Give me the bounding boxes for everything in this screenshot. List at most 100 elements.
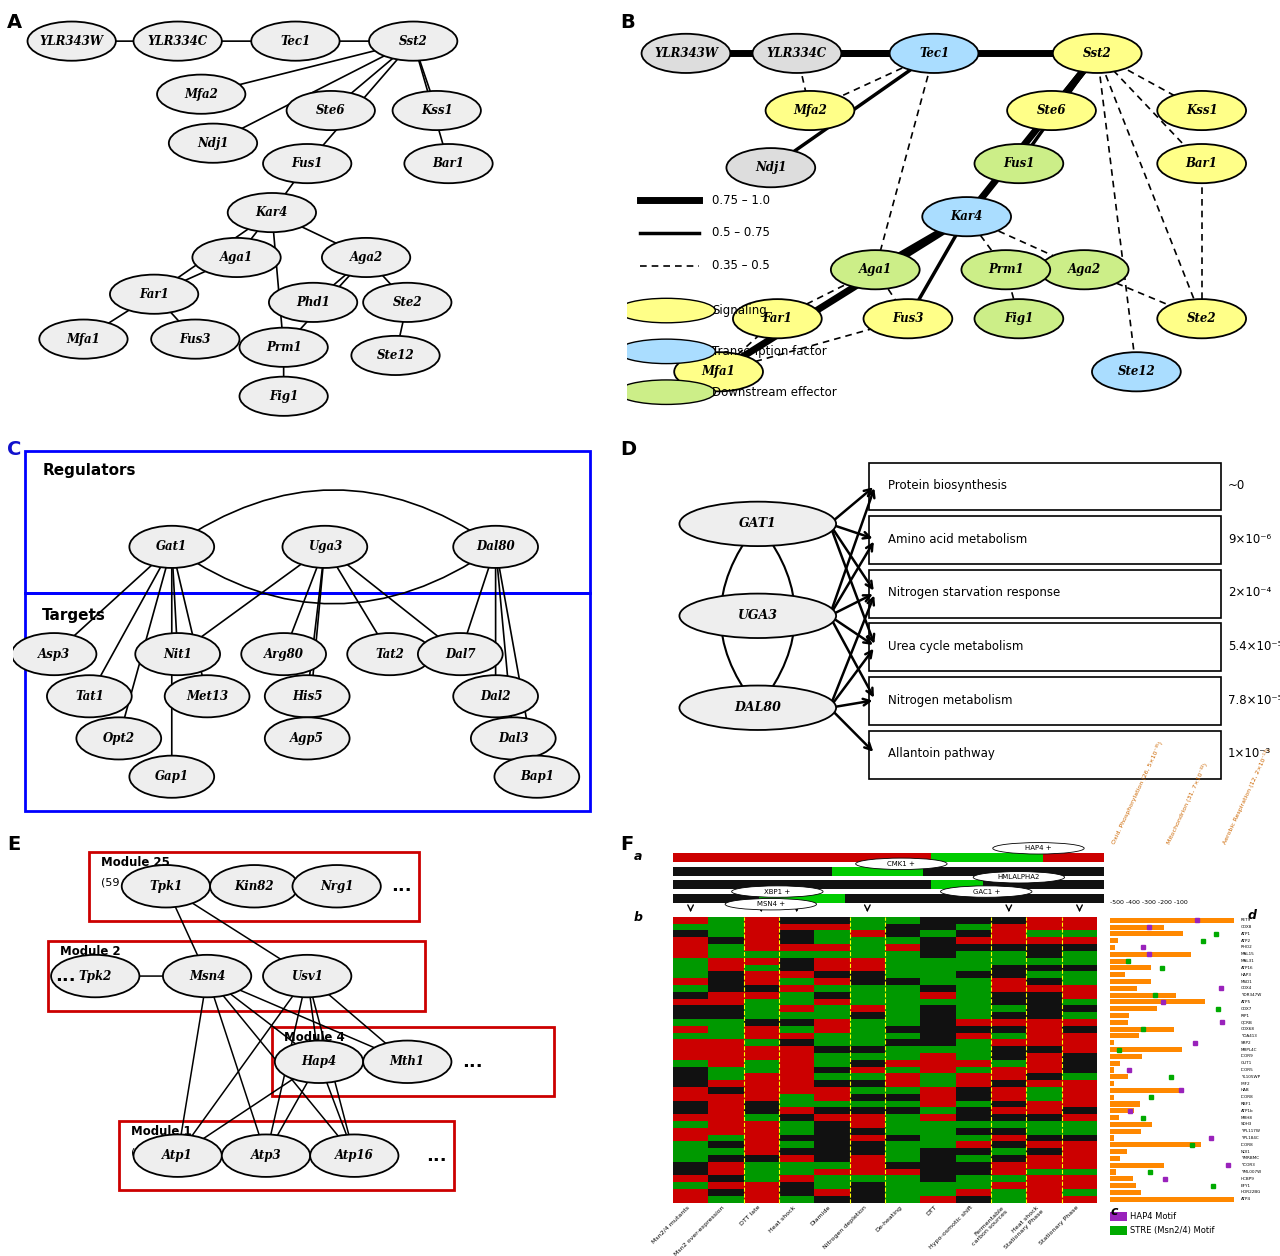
Text: Tat2: Tat2 xyxy=(375,648,404,661)
Bar xyxy=(1027,1019,1062,1026)
Bar xyxy=(956,985,991,992)
Bar xyxy=(780,945,814,951)
Text: Kss1: Kss1 xyxy=(421,104,453,117)
Text: Ste12: Ste12 xyxy=(376,349,415,362)
Bar xyxy=(673,1019,708,1026)
Bar xyxy=(708,1032,744,1039)
Bar xyxy=(744,1005,780,1012)
Bar xyxy=(673,1066,708,1074)
Bar xyxy=(991,1080,1027,1086)
Ellipse shape xyxy=(352,335,440,376)
Bar xyxy=(1027,1168,1062,1176)
Bar xyxy=(920,1142,956,1148)
Ellipse shape xyxy=(133,1134,221,1177)
Text: Tec1: Tec1 xyxy=(919,46,948,60)
Bar xyxy=(1110,918,1234,923)
Text: Uga3: Uga3 xyxy=(307,540,342,554)
Bar xyxy=(991,1066,1027,1074)
Bar xyxy=(1027,1128,1062,1134)
Bar xyxy=(744,992,780,999)
Bar xyxy=(744,1053,780,1060)
Bar xyxy=(1027,1066,1062,1074)
Bar xyxy=(744,1182,780,1189)
Bar xyxy=(1062,1108,1097,1114)
Bar xyxy=(920,1005,956,1012)
Ellipse shape xyxy=(265,676,349,717)
Ellipse shape xyxy=(136,633,220,676)
Bar xyxy=(1027,985,1062,992)
Bar xyxy=(673,1053,708,1060)
Text: HAP3: HAP3 xyxy=(1240,972,1252,977)
Bar xyxy=(814,1182,850,1189)
Bar xyxy=(780,1168,814,1176)
Bar xyxy=(920,1066,956,1074)
Bar xyxy=(956,971,991,978)
Bar xyxy=(1062,1168,1097,1176)
Text: Arg80: Arg80 xyxy=(264,648,303,661)
Bar xyxy=(956,1100,991,1108)
Bar xyxy=(708,965,744,971)
Bar xyxy=(708,1039,744,1046)
Bar xyxy=(1062,957,1097,965)
Text: COX8: COX8 xyxy=(1240,926,1252,929)
Ellipse shape xyxy=(12,633,96,676)
Text: B: B xyxy=(621,13,635,31)
Text: 0.75 – 1.0: 0.75 – 1.0 xyxy=(712,193,771,207)
Text: YCOR3: YCOR3 xyxy=(1240,1163,1254,1167)
Ellipse shape xyxy=(864,299,952,338)
Ellipse shape xyxy=(192,237,280,278)
Bar xyxy=(814,1094,850,1100)
Bar xyxy=(1027,1176,1062,1182)
Ellipse shape xyxy=(855,858,947,869)
Bar xyxy=(991,1156,1027,1162)
Text: ATP16: ATP16 xyxy=(1240,966,1253,970)
Text: MRPL4C: MRPL4C xyxy=(1240,1048,1257,1051)
Bar xyxy=(850,1189,884,1196)
Bar xyxy=(744,1156,780,1162)
Bar xyxy=(991,1176,1027,1182)
Bar xyxy=(850,1086,884,1094)
Bar xyxy=(956,1060,991,1066)
Text: b: b xyxy=(634,911,643,923)
Bar xyxy=(884,1120,920,1128)
Bar xyxy=(1027,1120,1062,1128)
Bar xyxy=(708,1134,744,1142)
Text: RBF1: RBF1 xyxy=(1240,1102,1252,1107)
Bar xyxy=(1027,1012,1062,1019)
Text: YPL184C: YPL184C xyxy=(1240,1135,1258,1140)
Text: Module 4: Module 4 xyxy=(284,1031,344,1044)
Bar xyxy=(850,1128,884,1134)
Ellipse shape xyxy=(310,1134,398,1177)
Ellipse shape xyxy=(1157,144,1245,183)
Text: HMLALPHA2: HMLALPHA2 xyxy=(997,874,1041,880)
Bar xyxy=(673,1032,708,1039)
Bar xyxy=(920,992,956,999)
Text: Ste2: Ste2 xyxy=(393,296,422,309)
Bar xyxy=(1110,1081,1114,1086)
Text: Far1: Far1 xyxy=(140,288,169,300)
Bar xyxy=(1027,957,1062,965)
Bar xyxy=(991,1046,1027,1053)
Bar xyxy=(744,1134,780,1142)
Bar xyxy=(814,1066,850,1074)
Bar xyxy=(884,1108,920,1114)
Bar xyxy=(780,1005,814,1012)
Bar xyxy=(956,978,991,985)
Bar xyxy=(744,1162,780,1168)
Bar xyxy=(780,1086,814,1094)
Text: SRP2: SRP2 xyxy=(1240,1041,1252,1045)
Bar xyxy=(780,951,814,957)
Bar xyxy=(814,965,850,971)
Bar xyxy=(1062,923,1097,931)
Bar xyxy=(744,945,780,951)
Bar xyxy=(814,1189,850,1196)
Bar xyxy=(1027,937,1062,945)
Bar xyxy=(744,923,780,931)
Text: Fus3: Fus3 xyxy=(179,333,211,345)
Text: Dal3: Dal3 xyxy=(498,732,529,745)
Text: 9×10⁻⁶: 9×10⁻⁶ xyxy=(1228,533,1271,545)
Bar xyxy=(814,1005,850,1012)
Bar xyxy=(673,957,708,965)
Bar xyxy=(814,992,850,999)
Bar xyxy=(1027,978,1062,985)
